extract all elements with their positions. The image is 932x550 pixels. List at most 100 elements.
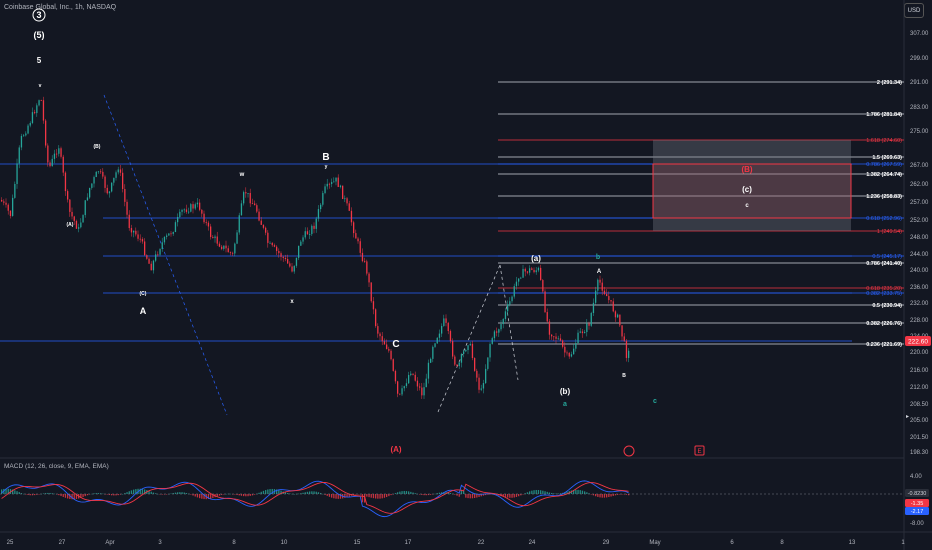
fib-level-label: 1 (249.54) <box>877 229 902 235</box>
macd-tick-label: 4.00 <box>910 474 922 480</box>
fib-level-label: 2 (291.34) <box>877 80 902 86</box>
replay-icon[interactable] <box>623 445 635 457</box>
fib-level-label: 0.5 (230.94) <box>872 303 902 309</box>
wave-label: w <box>239 172 245 178</box>
fibonacci-labels: 2 (291.34) 1.786 (281.84) 1.618 (274.60) 1.… <box>866 80 902 348</box>
fib-level-label: 0.618 (252.96) <box>866 216 902 222</box>
wave-label: v <box>39 83 42 89</box>
price-tick-label: 220.00 <box>910 350 929 356</box>
dashed-trend-lines <box>103 94 228 416</box>
target-zone-outer <box>653 140 851 231</box>
macd-line <box>1 480 629 518</box>
price-tick-label: 228.00 <box>910 318 929 324</box>
price-tick-label: 201.50 <box>910 435 929 441</box>
price-tick-label: 216.00 <box>910 368 929 374</box>
fib-level-label: 0.382 (233.75) <box>866 291 902 297</box>
macd-value-badge <box>905 499 929 507</box>
wave-label: A <box>597 269 602 275</box>
price-tick-label: 240.00 <box>910 268 929 274</box>
fib-level-label: 0.236 (221.69) <box>866 342 902 348</box>
wave-label: A <box>140 306 147 316</box>
wave-label: y <box>325 164 328 170</box>
wave-label: (C) <box>140 291 147 297</box>
time-tick-label: 13 <box>849 540 856 546</box>
wave-label: B <box>322 152 329 163</box>
price-tick-label: 236.00 <box>910 285 929 291</box>
macd-signal-line <box>1 482 629 514</box>
price-tick-label: 283.00 <box>910 105 929 111</box>
fib-level-label: 0.5 (245.17) <box>872 254 902 260</box>
time-axis[interactable]: 25 27 Apr 3 8 10 15 17 22 24 29 May 6 8 13 1 <box>7 540 906 546</box>
target-zone-inner <box>652 163 852 219</box>
wave-label: (c) <box>742 185 752 194</box>
price-tick-label: 232.00 <box>910 301 929 307</box>
time-tick-label: 8 <box>232 540 236 546</box>
price-tick-label: 267.00 <box>910 163 929 169</box>
wave-label: (B) <box>94 144 101 150</box>
fib-level-label: 1.618 (274.60) <box>866 138 902 144</box>
macd-indicator-label[interactable]: MACD (12, 26, close, 9, EMA, EMA) <box>4 463 109 470</box>
wave-label: (A) <box>67 222 74 228</box>
price-tick-label: 208.50 <box>910 402 929 408</box>
wave-label: C <box>392 339 399 350</box>
macd-axis: 4.00-4.00-8.00-0.8230-1.35-2.17 <box>905 474 929 527</box>
fib-level-label: 1.786 (281.84) <box>866 112 902 118</box>
time-tick-label: 15 <box>354 540 361 546</box>
fib-level-label: 0.618 (235.20) <box>866 286 902 292</box>
wave-label: (5) <box>34 30 45 40</box>
macd-tick-label: -8.00 <box>910 521 924 527</box>
fib-level-label: 0.786 (267.59) <box>866 162 902 168</box>
macd-value-badge <box>905 507 929 515</box>
wave-label: 3 <box>36 10 41 20</box>
price-tick-label: 212.00 <box>910 385 929 391</box>
price-tick-label: 198.30 <box>910 450 929 456</box>
time-tick-label: 1 <box>901 540 905 546</box>
price-tick-label: 291.00 <box>910 80 929 86</box>
fib-level-label: 1.382 (264.74) <box>866 172 902 178</box>
time-tick-label: 6 <box>730 540 734 546</box>
scroll-right-icon[interactable]: ▸ <box>906 414 909 420</box>
wave-label: (b) <box>560 387 571 396</box>
time-tick-label: 3 <box>158 540 162 546</box>
time-tick-label: 10 <box>281 540 288 546</box>
price-axis[interactable]: 307.00 299.00 291.00 283.00 275.00 267.00 262.… <box>910 31 929 456</box>
time-tick-label: 29 <box>603 540 610 546</box>
wave-label: (a) <box>531 254 541 263</box>
wave-labels: 3 (5) 5 v (B) (A) (C) Aw x By C (A) (a) (b) a b A Bc (B) (c… <box>34 10 753 454</box>
price-tick-label: 262.00 <box>910 182 929 188</box>
price-tick-label: 257.00 <box>910 200 929 206</box>
wave-label: 5 <box>37 56 42 65</box>
current-price-badge <box>905 336 931 346</box>
fib-level-label: 1.5 (269.63) <box>872 155 902 161</box>
dashed-channel-lines <box>437 264 519 413</box>
wave-label: c <box>653 398 657 405</box>
price-tick-label: 275.00 <box>910 129 929 135</box>
macd-value-text: -2.17 <box>911 509 924 515</box>
price-tick-label: 252.00 <box>910 218 929 224</box>
fib-level-label: 1.236 (258.83) <box>866 194 902 200</box>
wave-label: b <box>596 254 600 261</box>
price-tick-label: 307.00 <box>910 31 929 37</box>
time-tick-label: 8 <box>780 540 784 546</box>
current-price-text: 222.60 <box>908 339 928 346</box>
wave-label: c <box>745 203 749 209</box>
wave-label: a <box>563 401 567 408</box>
time-tick-label: May <box>649 540 660 546</box>
price-tick-label: 299.00 <box>910 56 929 62</box>
fib-level-label: 0.786 (241.40) <box>866 261 902 267</box>
macd-value-text: -0.8230 <box>908 491 927 497</box>
wave-label: (B) <box>741 165 752 174</box>
earnings-flag-icon[interactable] <box>694 445 705 456</box>
wave-label: B <box>622 373 626 379</box>
time-tick-label: 24 <box>529 540 536 546</box>
time-tick-label: 17 <box>405 540 412 546</box>
price-tick-label: 205.00 <box>910 418 929 424</box>
wave-label: x <box>290 299 294 305</box>
macd-value-badge <box>905 489 929 497</box>
price-tick-label: 248.00 <box>910 235 929 241</box>
chart-title: Coinbase Global, Inc., 1h, NASDAQ <box>4 4 117 11</box>
time-tick-label: Apr <box>105 540 114 546</box>
earnings-flag-label: E <box>697 449 701 455</box>
time-tick-label: 22 <box>478 540 485 546</box>
